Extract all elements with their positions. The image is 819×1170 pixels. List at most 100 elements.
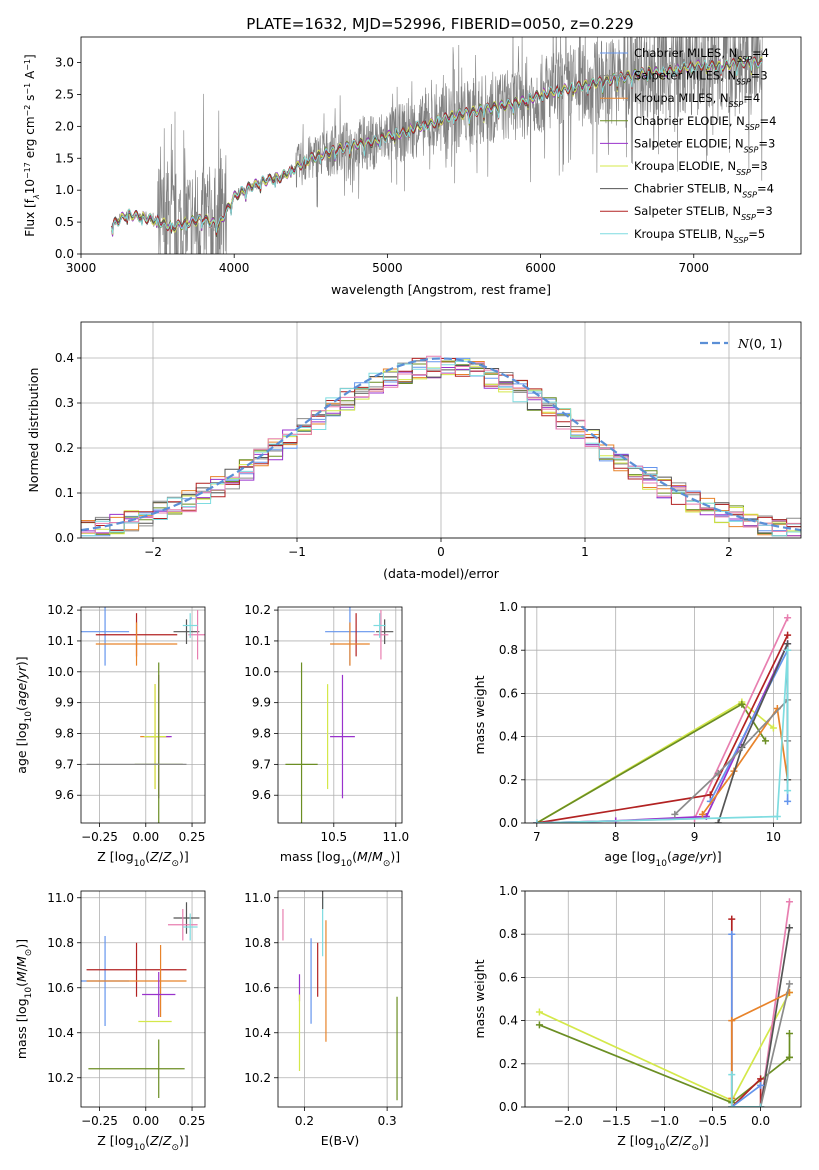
x-tick-label: −0.25 <box>81 1114 118 1128</box>
axis-label: mass [log10(M/M⊙)] <box>14 939 34 1059</box>
axis-label-part: M <box>14 956 29 967</box>
x-tick-label: −1.0 <box>650 1114 679 1128</box>
axis-label-part: M <box>14 971 29 982</box>
weight-marker <box>784 614 792 622</box>
y-tick-label: 10.0 <box>244 665 271 679</box>
legend-count: =3 <box>751 159 768 173</box>
y-axis-label: Normed distribution <box>26 368 41 493</box>
legend-entry: Salpeter ELODIE, NSSP=3 <box>634 136 775 154</box>
legend-subscript: SSP <box>737 55 752 64</box>
y-tick-label: 0.3 <box>55 396 74 410</box>
axis-label: Z [log10(Z/Z⊙)] <box>617 1133 709 1153</box>
legend-symbol: N <box>737 336 750 351</box>
y-tick-label: 11.0 <box>47 891 74 905</box>
y-tick-label: 10.6 <box>47 981 74 995</box>
weight-marker <box>728 1071 736 1079</box>
axis-label-part: / <box>368 849 373 864</box>
axis-label-part: ( <box>14 982 29 987</box>
legend-entry: Salpeter MILES, NSSP=3 <box>634 69 768 87</box>
weight-marker <box>535 1008 543 1016</box>
y-tick-label: 1.0 <box>499 884 518 898</box>
legend-count: =3 <box>751 69 768 83</box>
axes-frame <box>524 890 802 1108</box>
y-tick-label: 0.6 <box>499 686 518 700</box>
ylabel-part: 10 <box>23 179 37 194</box>
axis-label-part: Z <box>149 1133 159 1148</box>
y-tick-label: 10.2 <box>244 603 271 617</box>
legend-subscript: SSP <box>742 190 757 199</box>
axis-label: age [log10(age/yr)] <box>604 849 721 869</box>
weight-marker <box>698 810 706 818</box>
x-axis-label: wavelength [Angstrom, rest frame] <box>331 282 551 297</box>
axes-frame <box>277 890 403 1108</box>
axis-label-part: yr <box>14 665 29 679</box>
axes-frame <box>524 606 802 824</box>
figure-title: PLATE=1632, MJD=52996, FIBERID=0050, z=0… <box>246 15 633 33</box>
legend-count: =4 <box>757 182 774 196</box>
axes-frame <box>80 890 206 1108</box>
x-tick-label: −0.25 <box>81 830 118 844</box>
x-tick-label: 0.00 <box>132 830 159 844</box>
legend-model-name: Salpeter ELODIE, N <box>634 136 744 150</box>
x-tick-label: −1.5 <box>602 1114 631 1128</box>
axis-label: Z [log10(Z/Z⊙)] <box>97 849 189 869</box>
axis-label-part: age <box>672 849 696 864</box>
axis-label-part: Z [log <box>617 1133 653 1148</box>
normal-distribution-curve <box>81 357 801 532</box>
weight-line <box>731 983 791 1107</box>
legend-subscript: SSP <box>736 168 751 177</box>
ylabel-part: λ <box>32 194 41 200</box>
y-tick-label: 0.0 <box>55 247 74 261</box>
axis-label-part: / <box>695 849 700 864</box>
x-tick-label: −2 <box>144 545 162 559</box>
axis-label-part: )] <box>179 849 189 864</box>
x-tick-label: 8 <box>612 830 620 844</box>
y-tick-label: 0.8 <box>499 927 518 941</box>
histogram-step <box>81 355 801 538</box>
x-tick-label: 9 <box>691 830 699 844</box>
legend-model-name: Salpeter MILES, N <box>634 69 736 83</box>
weight-marker <box>714 769 722 777</box>
weight-marker <box>773 813 781 821</box>
axis-label-part: Z <box>162 1133 172 1148</box>
y-tick-label: 10.6 <box>244 981 271 995</box>
plot-area <box>282 891 398 1101</box>
mass-vs-age-panel: 10.5 11.0 9.6 9.7 9.8 9.9 10.0 10.1 10.2 mass [lo… <box>244 603 409 869</box>
weight-marker <box>762 737 770 745</box>
legend-subscript: SSP <box>734 235 749 244</box>
legend-entry: Kroupa MILES, NSSP=4 <box>634 91 760 109</box>
weight-marker <box>785 1053 793 1061</box>
axis-label-part: 10 <box>134 1143 146 1153</box>
ylabel-part: −1 <box>23 59 32 71</box>
legend-subscript: SSP <box>729 100 744 109</box>
legend-count: =4 <box>760 114 777 128</box>
axis-label-part: ⊙ <box>171 859 179 869</box>
x-tick-label: −0.5 <box>698 1114 727 1128</box>
ylabel-part: s <box>23 95 37 105</box>
y-tick-label: 9.7 <box>252 757 271 771</box>
weight-marker <box>784 646 792 654</box>
weight-marker <box>757 1103 765 1107</box>
axis-label-part: Z <box>669 1133 679 1148</box>
axis-label-part: ( <box>352 849 357 864</box>
axis-label-part: Z <box>682 1133 692 1148</box>
weight-marker <box>714 819 722 823</box>
axis-label-part: Z [log <box>97 1133 133 1148</box>
axis-label-part: )] <box>390 849 400 864</box>
ylabel-part: −17 <box>23 162 32 179</box>
x-tick-label: 0.3 <box>378 1114 397 1128</box>
y-tick-label: 11.0 <box>244 891 271 905</box>
legend-subscript: SSP <box>741 213 756 222</box>
y-tick-label: 10.0 <box>47 665 74 679</box>
legend-entry: Salpeter STELIB, NSSP=3 <box>634 204 773 222</box>
axis-label-part: / <box>159 1133 164 1148</box>
weight-line <box>730 934 762 1107</box>
x-tick-label: 0 <box>437 545 445 559</box>
legend-count: =4 <box>752 46 769 60</box>
axes-frame <box>80 36 802 255</box>
axis-label-part: mass [log <box>280 849 341 864</box>
y-tick-label: 3.0 <box>55 56 74 70</box>
y-tick-label: 10.2 <box>47 1071 74 1085</box>
x-tick-label: 0.25 <box>179 1114 206 1128</box>
